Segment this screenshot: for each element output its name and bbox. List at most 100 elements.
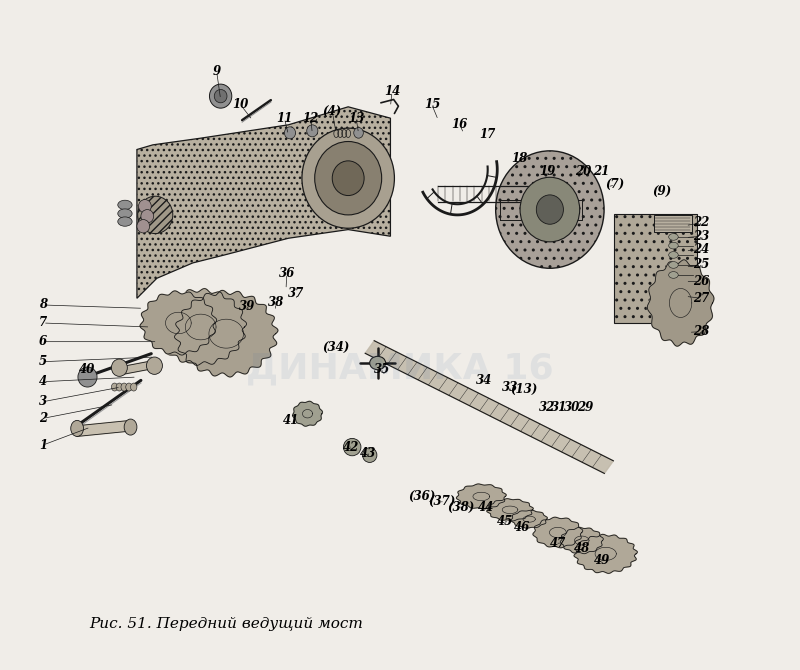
Text: 12: 12 <box>302 112 319 125</box>
Ellipse shape <box>362 448 377 462</box>
Ellipse shape <box>314 141 382 215</box>
Ellipse shape <box>210 84 232 108</box>
Text: 13: 13 <box>348 112 364 125</box>
Text: (38): (38) <box>447 500 474 514</box>
Ellipse shape <box>137 220 150 233</box>
Text: 16: 16 <box>452 119 468 131</box>
Text: 3: 3 <box>38 395 47 408</box>
Ellipse shape <box>141 210 154 223</box>
Ellipse shape <box>78 367 97 387</box>
Text: 30: 30 <box>564 401 580 413</box>
Text: 19: 19 <box>539 165 556 178</box>
Text: 32: 32 <box>538 401 555 413</box>
Text: 23: 23 <box>694 230 710 243</box>
Ellipse shape <box>146 357 162 375</box>
Text: 25: 25 <box>694 259 710 271</box>
Text: 49: 49 <box>594 554 610 567</box>
Text: 6: 6 <box>38 335 47 348</box>
Ellipse shape <box>536 195 563 224</box>
Ellipse shape <box>370 356 386 370</box>
Text: 14: 14 <box>384 85 400 98</box>
Text: 33: 33 <box>502 381 518 393</box>
Text: 39: 39 <box>239 300 255 314</box>
Text: Рис. 51. Передний ведущий мост: Рис. 51. Передний ведущий мост <box>90 618 363 631</box>
Text: 40: 40 <box>79 363 96 376</box>
Ellipse shape <box>124 419 137 435</box>
Text: 17: 17 <box>479 129 496 141</box>
Polygon shape <box>77 420 130 436</box>
Ellipse shape <box>332 161 364 196</box>
Text: 44: 44 <box>478 500 494 514</box>
Polygon shape <box>456 484 506 509</box>
Text: 4: 4 <box>38 375 47 388</box>
Text: 28: 28 <box>694 325 710 338</box>
Ellipse shape <box>116 383 122 391</box>
Text: (36): (36) <box>409 490 436 503</box>
Text: 18: 18 <box>511 151 528 165</box>
Polygon shape <box>486 498 534 521</box>
Ellipse shape <box>669 252 678 258</box>
Polygon shape <box>511 510 547 528</box>
Text: (37): (37) <box>429 495 456 509</box>
Text: 15: 15 <box>424 98 440 111</box>
Text: 10: 10 <box>233 98 249 111</box>
Polygon shape <box>365 341 614 474</box>
Ellipse shape <box>669 261 678 268</box>
Ellipse shape <box>496 151 604 268</box>
Ellipse shape <box>118 200 132 210</box>
Ellipse shape <box>354 127 363 138</box>
Ellipse shape <box>126 383 132 391</box>
Polygon shape <box>560 527 603 553</box>
Polygon shape <box>500 200 582 220</box>
Text: 20: 20 <box>575 165 591 178</box>
Text: 9: 9 <box>213 65 221 78</box>
Text: 43: 43 <box>360 448 376 460</box>
Polygon shape <box>137 107 390 298</box>
Text: 47: 47 <box>550 537 566 549</box>
Text: 36: 36 <box>278 267 295 280</box>
Text: 27: 27 <box>694 292 710 305</box>
Polygon shape <box>574 534 638 574</box>
Ellipse shape <box>520 178 580 242</box>
Text: (9): (9) <box>652 185 671 198</box>
Text: 35: 35 <box>374 363 390 376</box>
Text: (34): (34) <box>322 340 350 354</box>
Text: 37: 37 <box>288 287 305 300</box>
Ellipse shape <box>302 128 394 228</box>
Ellipse shape <box>70 420 83 436</box>
Polygon shape <box>119 360 154 375</box>
Text: 42: 42 <box>342 441 358 454</box>
Polygon shape <box>140 291 217 355</box>
Text: (7): (7) <box>606 178 625 192</box>
Ellipse shape <box>306 125 318 137</box>
Text: 24: 24 <box>694 243 710 256</box>
Ellipse shape <box>118 217 132 226</box>
Text: 7: 7 <box>38 316 47 330</box>
Text: 5: 5 <box>38 355 47 369</box>
Ellipse shape <box>669 234 678 241</box>
Polygon shape <box>293 401 322 426</box>
Text: 22: 22 <box>694 216 710 229</box>
Text: 2: 2 <box>38 412 47 425</box>
Polygon shape <box>533 517 582 548</box>
Text: 48: 48 <box>574 542 590 555</box>
Polygon shape <box>647 260 714 346</box>
Ellipse shape <box>130 383 137 391</box>
Text: 8: 8 <box>38 298 47 312</box>
Text: 1: 1 <box>38 439 47 452</box>
Ellipse shape <box>343 438 361 456</box>
Ellipse shape <box>285 127 295 139</box>
Text: (13): (13) <box>510 383 537 396</box>
Text: 34: 34 <box>475 374 492 387</box>
Ellipse shape <box>138 200 151 213</box>
Ellipse shape <box>118 209 132 218</box>
Ellipse shape <box>111 383 118 391</box>
Text: 29: 29 <box>577 401 593 413</box>
Ellipse shape <box>111 359 127 377</box>
Polygon shape <box>614 214 697 323</box>
Text: 26: 26 <box>694 275 710 288</box>
Polygon shape <box>155 289 246 365</box>
Ellipse shape <box>669 243 678 249</box>
Ellipse shape <box>669 271 678 278</box>
Text: ДИНАМИКА 16: ДИНАМИКА 16 <box>246 351 554 385</box>
